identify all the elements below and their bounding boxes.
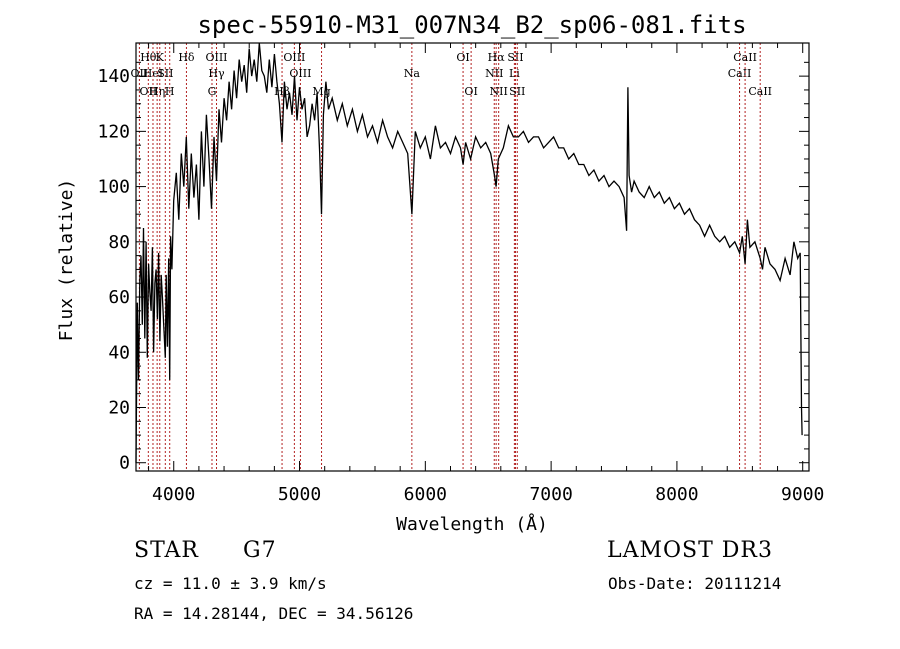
line-marker-label: HeI <box>143 67 163 80</box>
line-marker-label: Li <box>509 67 520 80</box>
line-marker-label: CaII <box>728 67 752 80</box>
y-tick-label: 60 <box>108 287 130 308</box>
line-marker-label: Na <box>404 67 421 80</box>
line-marker-label: SII <box>507 51 523 64</box>
x-tick-label: 4000 <box>152 484 195 505</box>
line-marker-label: SII <box>157 67 173 80</box>
plot-frame <box>135 42 810 472</box>
line-marker-label: Hη <box>149 85 165 98</box>
x-tick-label: 6000 <box>404 484 447 505</box>
line-marker-label: OII <box>131 67 149 80</box>
survey-name: LAMOST DR3 <box>607 538 773 563</box>
object-subclass: G7 <box>243 538 277 563</box>
line-marker-label: H <box>165 85 175 98</box>
line-marker-label: CaII <box>733 51 757 64</box>
line-marker-label: Hα <box>488 51 506 64</box>
line-marker-label: G <box>208 85 217 98</box>
line-marker-label: Hδ <box>178 51 195 64</box>
x-axis-ticks: 4000 5000 6000 7000 8000 9000 <box>148 43 824 505</box>
line-marker-label: OI <box>456 51 469 64</box>
line-markers: OIIHθOIIHeIHηKSIIHHδGOIIIHγHβOIIIOIIIMgN… <box>131 43 772 471</box>
line-marker-label: NII <box>490 85 508 98</box>
y-tick-label: 120 <box>97 121 130 142</box>
x-tick-label: 9000 <box>781 484 824 505</box>
line-marker-label: Mg <box>312 85 330 98</box>
y-axis-ticks: 0 20 40 60 80 100 120 140 <box>97 61 809 474</box>
line-marker-label: OIII <box>289 67 311 80</box>
y-tick-label: 20 <box>108 397 130 418</box>
x-tick-label: 5000 <box>278 484 321 505</box>
x-tick-label: 8000 <box>655 484 698 505</box>
line-marker-label: OI <box>464 85 477 98</box>
spectrum-line <box>135 42 803 463</box>
y-tick-label: 80 <box>108 232 130 253</box>
obs-date: Obs-Date: 20111214 <box>608 574 782 593</box>
line-marker-label: OIII <box>283 51 305 64</box>
y-tick-label: 140 <box>97 66 130 87</box>
line-marker-label: OIII <box>205 51 227 64</box>
line-marker-label: Hβ <box>274 85 290 98</box>
chart-title: spec-55910-M31_007N34_B2_sp06-081.fits <box>197 11 746 39</box>
line-marker-label: Hθ <box>140 51 157 64</box>
line-marker-label: Hγ <box>208 67 225 80</box>
y-axis-label: Flux (relative) <box>56 179 77 342</box>
line-marker-label: K <box>156 51 165 64</box>
coordinates: RA = 14.28144, DEC = 34.56126 <box>134 604 414 623</box>
x-axis-label: Wavelength (Å) <box>396 513 548 535</box>
x-tick-label: 7000 <box>529 484 572 505</box>
y-tick-label: 100 <box>97 177 130 198</box>
line-marker-label: NII <box>485 67 503 80</box>
y-tick-label: 40 <box>108 342 130 363</box>
line-marker-label: SII <box>509 85 525 98</box>
object-class: STAR <box>134 538 199 563</box>
y-tick-label: 0 <box>119 453 130 474</box>
redshift-cz: cz = 11.0 ± 3.9 km/s <box>134 574 327 593</box>
line-marker-label: CaII <box>748 85 772 98</box>
